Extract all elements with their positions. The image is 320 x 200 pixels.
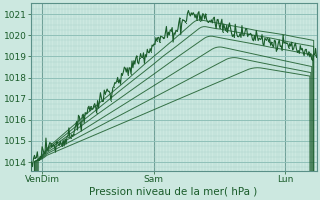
- X-axis label: Pression niveau de la mer( hPa ): Pression niveau de la mer( hPa ): [90, 187, 258, 197]
